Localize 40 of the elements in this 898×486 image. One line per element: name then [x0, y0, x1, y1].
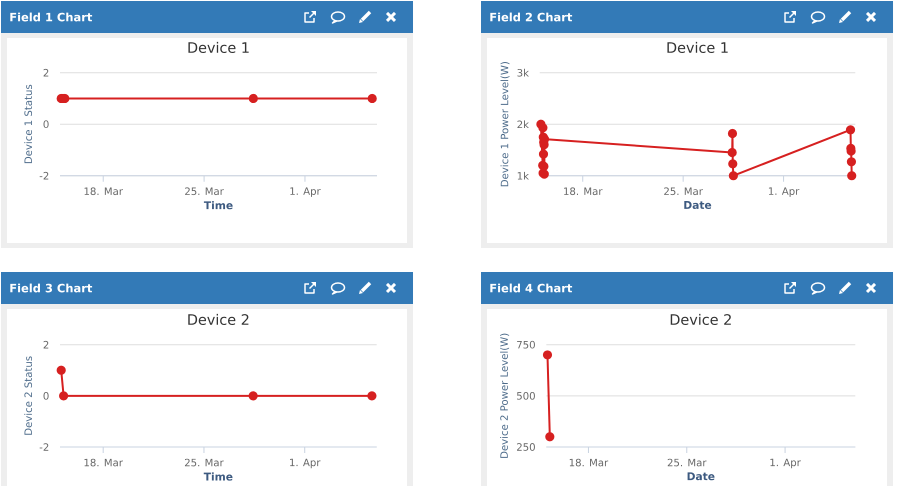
chart-title: Field 2 Chart: [490, 12, 572, 22]
x-tick-label: 18. Mar: [84, 187, 123, 196]
chart-subtitle: Device 2: [188, 314, 248, 325]
y-tick-label: 0: [44, 392, 49, 400]
x-axis-title: Date: [684, 201, 712, 209]
x-tick-label: 1. Apr: [770, 458, 801, 468]
y-axis-title: Device 1 Status: [24, 84, 32, 164]
x-tick-label: 1. Apr: [290, 458, 320, 468]
y-tick-label: 2k: [517, 120, 529, 128]
y-tick-label: 3k: [517, 68, 529, 77]
y-tick-label: -2: [40, 172, 48, 180]
y-tick-label: 2: [44, 340, 48, 348]
x-axis-title: Time: [204, 201, 233, 210]
y-tick-label: 0: [44, 120, 49, 128]
x-tick-label: 25. Mar: [664, 187, 703, 196]
chart-subtitle: Device 2: [670, 314, 731, 325]
x-tick-label: 18. Mar: [84, 458, 123, 466]
y-tick-label: 1k: [518, 172, 529, 180]
y-axis-title: Device 1 Power Level(W): [500, 62, 510, 186]
y-axis-title: Device 2 Status: [24, 356, 32, 435]
chart-title: Field 1 Chart: [10, 12, 92, 22]
x-axis-title: Date: [688, 472, 714, 480]
chart-subtitle: Device 1: [188, 42, 249, 53]
x-tick-label: 18. Mar: [564, 187, 602, 196]
y-tick-label: 2: [44, 68, 48, 76]
x-tick-label: 25. Mar: [184, 458, 224, 466]
y-tick-label: 750: [517, 340, 535, 349]
x-tick-label: 25. Mar: [185, 187, 224, 196]
x-axis-title: Time: [204, 472, 232, 481]
x-tick-label: 18. Mar: [570, 458, 608, 466]
x-tick-label: 1. Apr: [768, 187, 800, 197]
chart-title: Field 4 Chart: [490, 284, 572, 292]
chart-title: Field 3 Chart: [10, 284, 92, 292]
y-tick-label: -2: [40, 443, 48, 451]
y-tick-label: 250: [517, 443, 535, 451]
x-tick-label: 1. Apr: [290, 187, 321, 197]
chart-subtitle: Device 1: [667, 42, 728, 53]
y-axis-title: Device 2 Power Level(W): [500, 334, 510, 458]
x-tick-label: 25. Mar: [668, 458, 707, 466]
y-tick-label: 500: [517, 392, 535, 400]
